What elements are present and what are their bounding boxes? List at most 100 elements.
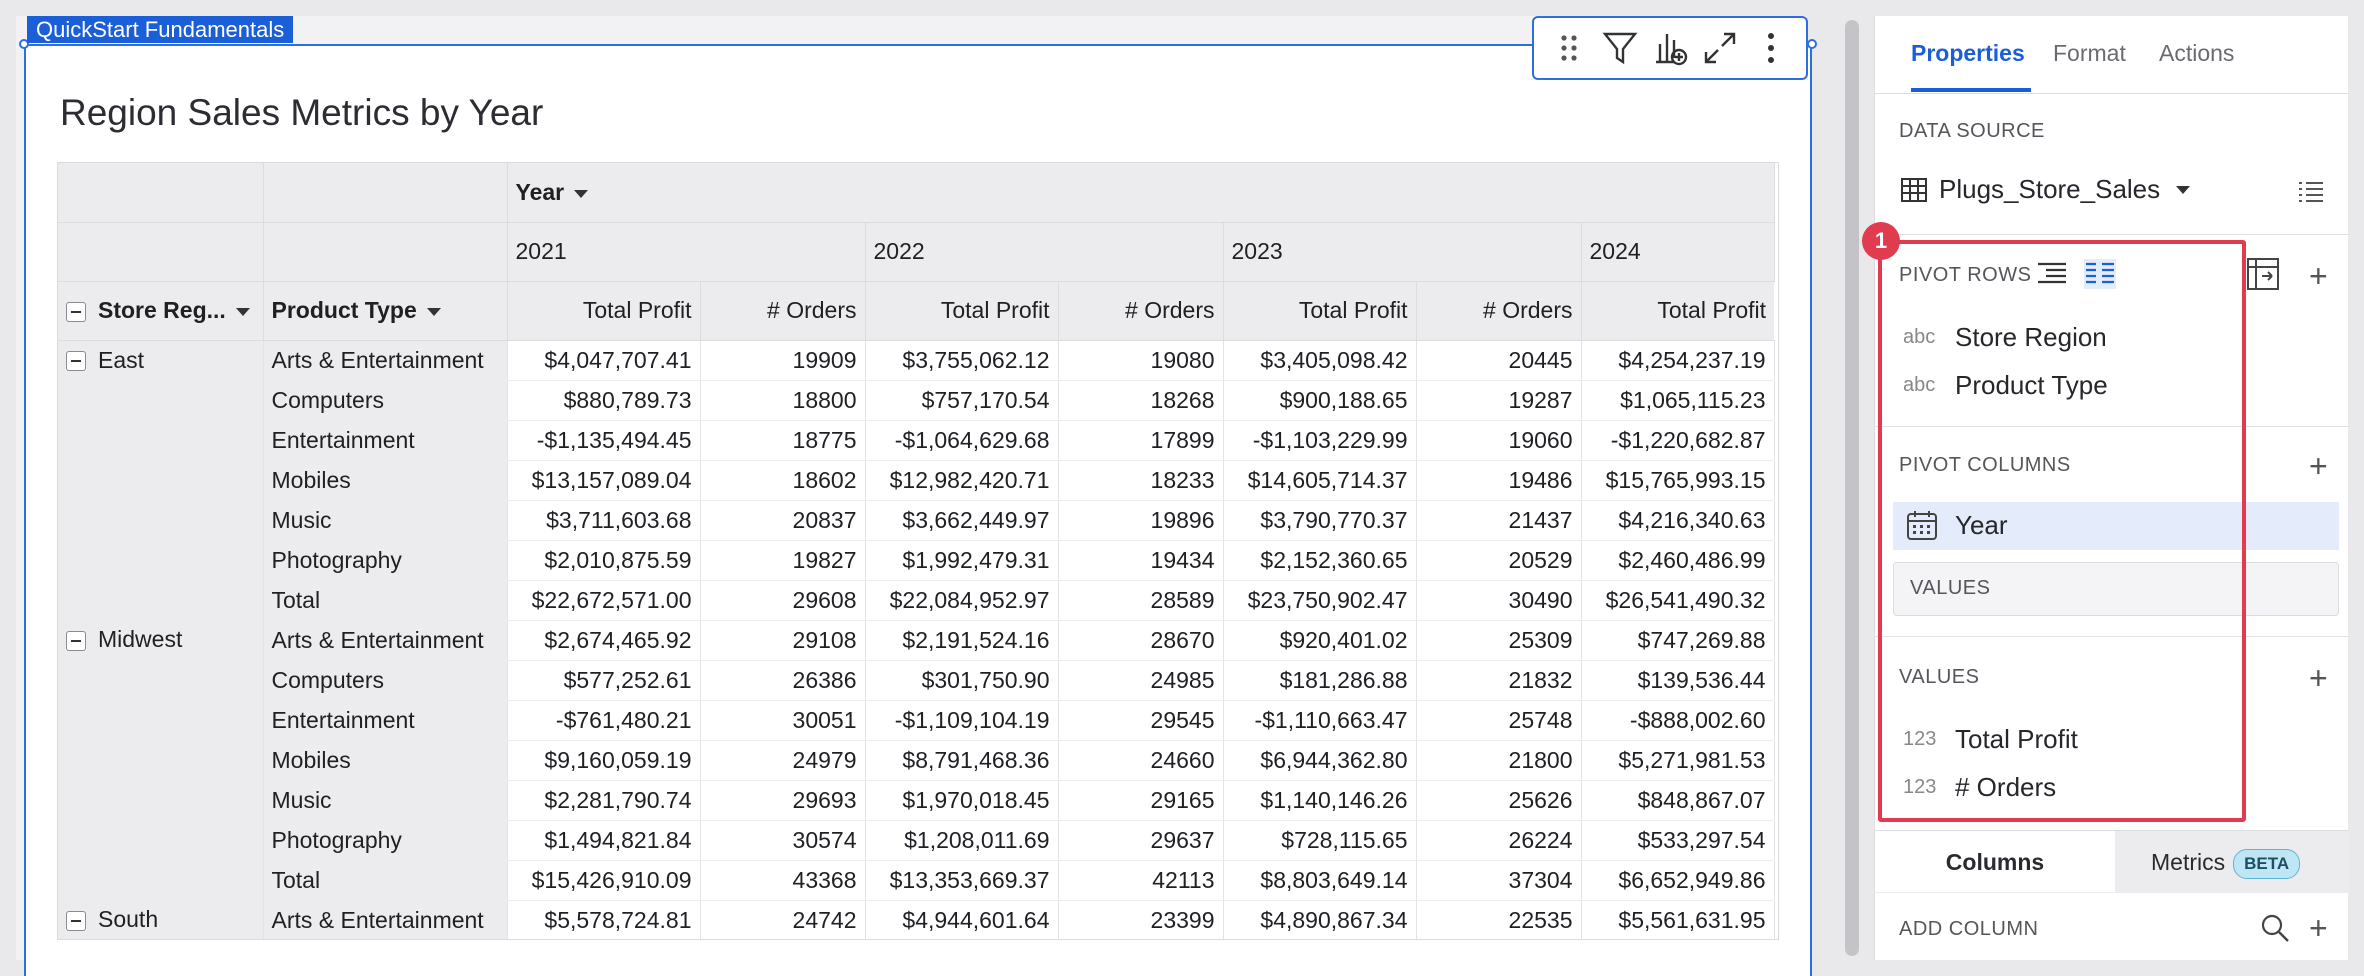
value-field[interactable]: 123 # Orders: [1903, 772, 2056, 803]
year-header[interactable]: 2023: [1223, 222, 1582, 282]
row-header-store-region[interactable]: Store Reg...: [58, 281, 264, 341]
value-cell: $848,867.07: [1581, 780, 1775, 821]
table-row: Entertainment -$761,480.21 30051 -$1,109,10…: [58, 700, 1775, 741]
search-icon[interactable]: [2259, 912, 2291, 944]
value-cell: 29545: [1058, 700, 1224, 741]
value-cell: 21437: [1416, 500, 1582, 541]
measure-header[interactable]: Total Profit: [865, 281, 1059, 341]
tab-format[interactable]: Format: [2053, 40, 2126, 66]
value-cell: 24985: [1058, 660, 1224, 701]
panel-tabs: Properties Format Actions: [1875, 16, 2349, 94]
annotation-marker: 1: [1862, 222, 1900, 260]
value-cell: $12,982,420.71: [865, 460, 1059, 501]
pivot-layout-icon[interactable]: [2245, 256, 2281, 292]
add-chart-icon[interactable]: [1648, 26, 1692, 70]
value-cell: $920,401.02: [1223, 620, 1417, 661]
tab-columns[interactable]: Columns: [1875, 831, 2115, 893]
add-pivot-row-button[interactable]: +: [2309, 258, 2328, 294]
table-row: Photography $1,494,821.84 30574 $1,208,011.…: [58, 820, 1775, 861]
pivot-column-field[interactable]: Year: [1905, 508, 2008, 542]
chevron-down-icon[interactable]: [2176, 185, 2191, 194]
region-cell[interactable]: South: [58, 900, 264, 939]
region-cell[interactable]: East: [58, 340, 264, 620]
chevron-down-icon[interactable]: [574, 189, 589, 198]
value-cell: $14,605,714.37: [1223, 460, 1417, 501]
collapse-icon[interactable]: [66, 910, 86, 931]
row-header-product-type[interactable]: Product Type: [263, 281, 508, 341]
pivot-columns-label: PIVOT COLUMNS: [1899, 454, 2071, 476]
tab-properties[interactable]: Properties: [1911, 40, 2025, 66]
value-cell: $4,216,340.63: [1581, 500, 1775, 541]
region-label: Midwest: [98, 626, 183, 652]
value-cell: 30574: [700, 820, 866, 861]
resize-handle[interactable]: [19, 39, 29, 49]
year-header[interactable]: 2021: [507, 222, 866, 282]
measure-header[interactable]: Total Profit: [1581, 281, 1774, 341]
value-cell: 18602: [700, 460, 866, 501]
tab-metrics[interactable]: Metrics BETA: [2115, 831, 2349, 893]
product-type-cell: Total: [263, 860, 508, 901]
collapse-all-icon[interactable]: [66, 301, 86, 322]
value-cell: 30490: [1416, 580, 1582, 621]
tabular-layout-icon[interactable]: [2083, 258, 2117, 290]
value-cell: $2,674,465.92: [507, 620, 701, 661]
pivot-row-field[interactable]: abc Store Region: [1903, 322, 2107, 353]
add-column-button[interactable]: +: [2309, 910, 2328, 946]
add-pivot-column-button[interactable]: +: [2309, 448, 2328, 484]
pivot-row-field[interactable]: abc Product Type: [1903, 370, 2108, 401]
more-options-icon[interactable]: [1749, 26, 1793, 70]
list-view-icon[interactable]: [2295, 176, 2327, 208]
value-cell: 21800: [1416, 740, 1582, 781]
value-cell: 19486: [1416, 460, 1582, 501]
pivot-column-field-year[interactable]: [1893, 502, 2339, 550]
compact-layout-icon[interactable]: [2035, 258, 2069, 290]
data-source-name: Plugs_Store_Sales: [1939, 174, 2161, 204]
collapse-icon[interactable]: [66, 630, 86, 651]
table-row: Mobiles $9,160,059.19 24979 $8,791,468.36 24…: [58, 740, 1775, 781]
table-row: Photography $2,010,875.59 19827 $1,992,479.…: [58, 540, 1775, 581]
year-column-group-header[interactable]: Year: [507, 163, 1775, 223]
collapse-icon[interactable]: [66, 351, 86, 372]
drag-handle-icon[interactable]: [1547, 26, 1591, 70]
annotation-highlight-box: [1878, 240, 2246, 822]
add-value-button[interactable]: +: [2309, 660, 2328, 696]
region-label: East: [98, 346, 145, 373]
canvas-scrollbar-thumb[interactable]: [1845, 20, 1859, 956]
value-cell: $13,157,089.04: [507, 460, 701, 501]
measure-header[interactable]: Total Profit: [507, 281, 701, 341]
product-type-cell: Arts & Entertainment: [263, 620, 508, 661]
value-cell: $13,353,669.37: [865, 860, 1059, 901]
expand-icon[interactable]: [1698, 26, 1742, 70]
measure-header[interactable]: # Orders: [1416, 281, 1582, 341]
chevron-down-icon[interactable]: [426, 307, 441, 316]
values-label: VALUES: [1899, 666, 1980, 688]
measure-header[interactable]: Total Profit: [1223, 281, 1417, 341]
value-cell: $4,254,237.19: [1581, 340, 1775, 381]
value-field[interactable]: 123 Total Profit: [1903, 724, 2078, 755]
value-cell: $880,789.73: [507, 380, 701, 421]
value-cell: $5,578,724.81: [507, 900, 701, 939]
filter-icon[interactable]: [1598, 26, 1642, 70]
region-cell[interactable]: Midwest: [58, 620, 264, 900]
chevron-down-icon[interactable]: [235, 307, 250, 316]
measure-header[interactable]: # Orders: [700, 281, 866, 341]
value-cell: 19080: [1058, 340, 1224, 381]
value-cell: $139,536.44: [1581, 660, 1775, 701]
value-cell: $728,115.65: [1223, 820, 1417, 861]
tab-actions[interactable]: Actions: [2159, 40, 2235, 66]
year-header[interactable]: 2022: [865, 222, 1224, 282]
values-dropzone[interactable]: VALUES: [1893, 562, 2339, 616]
table-row: Music $2,281,790.74 29693 $1,970,018.45 2916…: [58, 780, 1775, 821]
value-cell: $26,541,490.32: [1581, 580, 1775, 621]
value-cell: $4,890,867.34: [1223, 900, 1417, 939]
value-cell: $3,790,770.37: [1223, 500, 1417, 541]
value-cell: 26224: [1416, 820, 1582, 861]
year-header[interactable]: 2024: [1581, 222, 1775, 282]
data-source-selector[interactable]: Plugs_Store_Sales: [1899, 174, 2191, 205]
value-cell: $1,140,146.26: [1223, 780, 1417, 821]
value-cell: $2,010,875.59: [507, 540, 701, 581]
resize-handle[interactable]: [1807, 39, 1817, 49]
value-cell: $900,188.65: [1223, 380, 1417, 421]
value-cell: 29637: [1058, 820, 1224, 861]
measure-header[interactable]: # Orders: [1058, 281, 1224, 341]
